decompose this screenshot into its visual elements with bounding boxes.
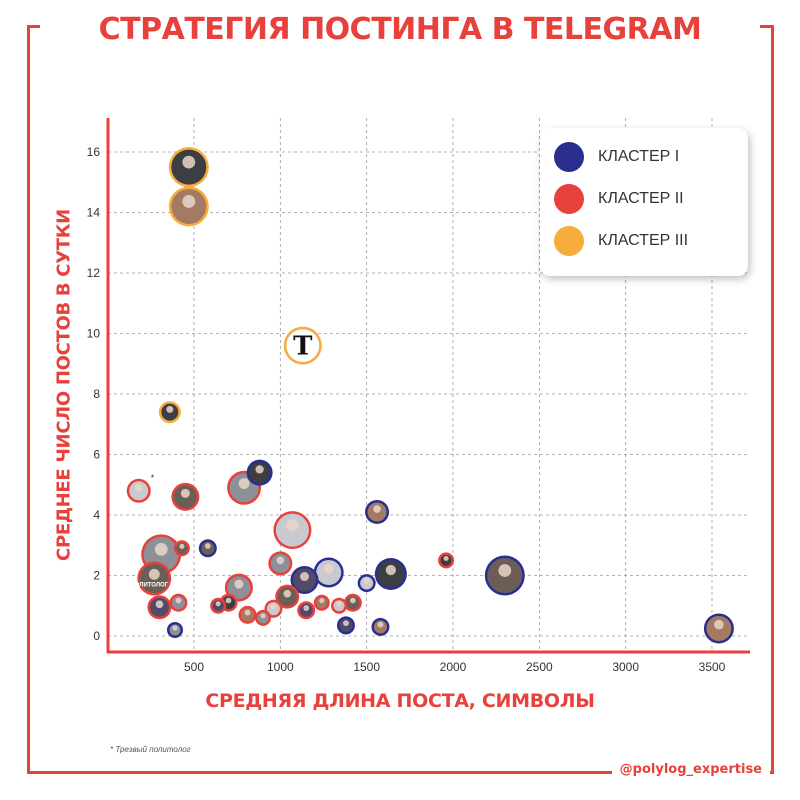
data-point-avatar-face [204, 543, 211, 549]
y-tick-label: 8 [93, 387, 100, 401]
legend-swatch-cluster-3 [554, 226, 584, 256]
legend-item-cluster-3: КЛАСТЕР III [554, 226, 688, 256]
data-point-avatar-face [363, 577, 370, 584]
footnote: * Трезвый политолог [110, 745, 191, 754]
data-point-avatar-face [276, 556, 285, 565]
data-point-avatar-face [182, 195, 196, 208]
data-point-avatar-face [377, 621, 384, 628]
legend-item-cluster-1: КЛАСТЕР I [554, 142, 679, 172]
page-title: СТРАТЕГИЯ ПОСТИНГА В TELEGRAM [40, 8, 760, 52]
data-point-avatar-face [498, 564, 512, 577]
x-tick-label: 1500 [353, 660, 380, 674]
data-point-avatar-face [180, 488, 190, 498]
data-point-avatar-face [286, 519, 299, 532]
data-point-avatar-face [148, 568, 160, 580]
data-point-avatar-face [336, 601, 342, 607]
data-point-avatar-face [385, 564, 396, 576]
data-point-logo: T [293, 332, 313, 362]
data-point-label: ПОЛИТОЛОГ 2.0 [130, 583, 178, 589]
data-point-avatar-face [182, 155, 196, 169]
data-point-logo-bg [286, 329, 320, 363]
y-tick-label: 10 [87, 327, 101, 341]
x-tick-label: 500 [184, 660, 204, 674]
data-point-avatar-face [215, 601, 221, 607]
data-point-avatar-face [244, 609, 251, 616]
legend-label-cluster-1: КЛАСТЕР I [598, 148, 680, 165]
data-point-avatar-face [155, 600, 164, 609]
footnote-marker: * [151, 473, 155, 483]
data-point-avatar-face [283, 589, 292, 598]
legend-label-cluster-3: КЛАСТЕР III [598, 232, 689, 249]
data-point-avatar-face [319, 598, 325, 604]
title-text: СТРАТЕГИЯ ПОСТИНГА В TELEGRAM [86, 12, 714, 47]
data-point-avatar-face [234, 579, 244, 589]
data-point-avatar-face [443, 555, 449, 561]
y-tick-label: 4 [93, 508, 100, 522]
data-point-avatar-face [175, 597, 182, 604]
x-tick-label: 3500 [699, 660, 726, 674]
x-axis-label: СРЕДНЯЯ ДЛИНА ПОСТА, СИМВОЛЫ [205, 690, 595, 712]
data-point-avatar-face [300, 572, 309, 582]
data-point-avatar-face [260, 613, 266, 619]
data-point-avatar-face [179, 543, 185, 549]
data-point-avatar-face [714, 619, 724, 630]
y-tick-label: 0 [93, 629, 100, 643]
data-point-avatar-face [373, 505, 381, 513]
data-point-avatar-face [323, 563, 334, 574]
data-point-avatar-face [154, 542, 168, 556]
data-point-avatar-face [172, 625, 178, 631]
x-tick-label: 2500 [526, 660, 553, 674]
x-tick-label: 3000 [612, 660, 639, 674]
y-tick-label: 6 [93, 448, 100, 462]
y-axis-label: СРЕДНЕЕ ЧИСЛО ПОСТОВ В СУТКИ [53, 209, 75, 561]
data-point-avatar-face [255, 465, 264, 474]
x-tick-label: 1000 [267, 660, 294, 674]
legend-label-cluster-2: КЛАСТЕР II [598, 190, 684, 207]
data-point-avatar-face [134, 483, 143, 492]
data-point-avatar-face [270, 603, 277, 610]
data-point-avatar-face [166, 405, 174, 413]
author-handle[interactable]: @polylog_expertise [611, 762, 770, 777]
y-tick-label: 16 [87, 145, 101, 159]
legend-item-cluster-2: КЛАСТЕР II [554, 184, 684, 214]
y-tick-label: 14 [87, 206, 101, 220]
legend-swatch-cluster-2 [554, 184, 584, 214]
data-point-avatar-face [238, 478, 250, 489]
data-point-avatar-face [343, 620, 349, 627]
data-point-avatar-face [303, 605, 310, 611]
legend: КЛАСТЕР I КЛАСТЕР II КЛАСТЕР III [540, 128, 748, 276]
y-tick-label: 2 [93, 569, 100, 583]
data-point-avatar-face [349, 597, 356, 604]
legend-swatch-cluster-1 [554, 142, 584, 172]
y-tick-label: 12 [87, 266, 101, 280]
data-point-avatar-face [225, 597, 232, 604]
x-tick-label: 2000 [440, 660, 467, 674]
